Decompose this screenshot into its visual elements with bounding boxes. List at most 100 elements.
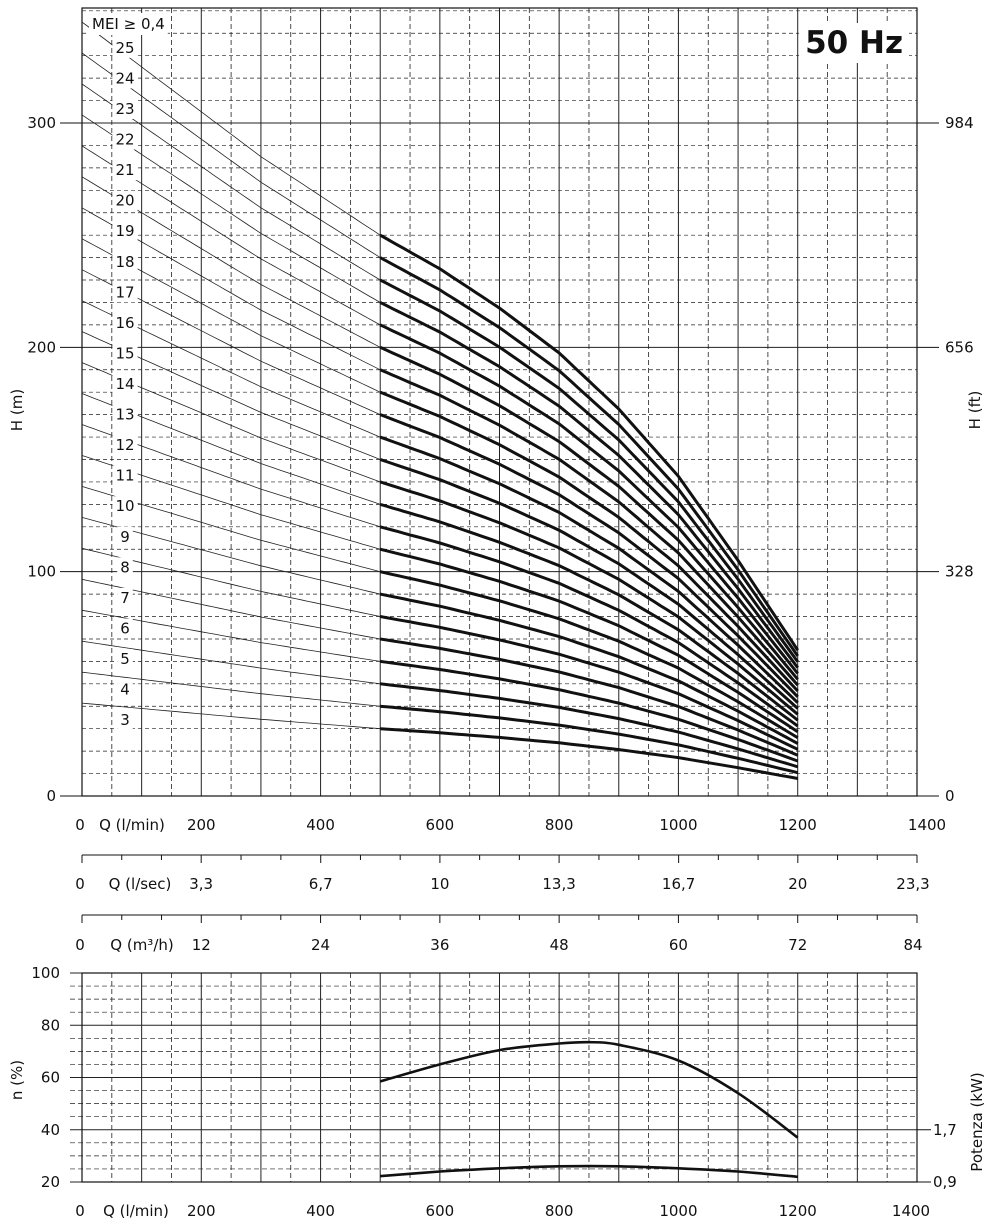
y-tick-label: 0 <box>46 787 56 805</box>
lower-y-tick-label: 60 <box>41 1069 60 1087</box>
x-tick-label: 600 <box>426 816 455 834</box>
head-curve-3 <box>380 727 798 780</box>
q-lsec-axis-tick-label: 3,3 <box>189 875 213 893</box>
head-curve-16 <box>379 435 799 704</box>
stage-label-bg <box>117 679 133 700</box>
head-curve-thin-3 <box>81 702 381 730</box>
lower-y-axis-label: n (%) <box>8 1060 26 1100</box>
stage-label: 10 <box>115 497 134 515</box>
stage-label-bg <box>112 312 138 333</box>
stage-label-bg <box>112 129 138 150</box>
stage-label: 4 <box>120 681 130 699</box>
head-curve-25 <box>379 233 799 652</box>
lower-x-tick-label: 0 <box>75 1202 85 1220</box>
y-right-tick-label: 328 <box>945 563 974 581</box>
head-curve-thin-24 <box>81 52 381 258</box>
stage-label-bg <box>112 221 138 242</box>
stage-label-bg <box>112 160 138 181</box>
y-tick-label: 300 <box>27 114 56 132</box>
stage-label: 20 <box>115 192 134 210</box>
head-curve-9 <box>379 592 799 745</box>
y-right-tick-label: 984 <box>945 114 974 132</box>
stage-label-bg <box>117 587 133 608</box>
q-m3h-axis-tick-label: 24 <box>311 936 330 954</box>
stage-label-bg <box>117 649 133 670</box>
stage-label: 25 <box>115 39 134 57</box>
mei-annotation-bg <box>89 13 168 35</box>
q-m3h-axis-tick-label: 12 <box>192 936 211 954</box>
stage-label: 7 <box>120 589 130 607</box>
q-m3h-axis-tick-label: 84 <box>903 936 922 954</box>
head-curve-15 <box>379 458 799 710</box>
efficiency-curve <box>379 1040 799 1139</box>
head-curve-23 <box>379 278 799 663</box>
stage-label-bg <box>112 190 138 211</box>
head-curve-thin-4 <box>81 671 381 707</box>
lower-y-tick-label: 100 <box>31 964 60 982</box>
stage-label: 9 <box>120 528 130 546</box>
stage-label-bg <box>112 37 138 58</box>
y-tick-label: 100 <box>27 563 56 581</box>
stage-label-bg <box>112 282 138 303</box>
stage-label-bg <box>112 435 138 456</box>
lower-x-tick-label: 1200 <box>779 1202 817 1220</box>
head-curve-4 <box>380 704 799 775</box>
stage-label: 12 <box>115 436 134 454</box>
stage-label-bg <box>112 343 138 364</box>
q-lsec-axis-tick-label: 13,3 <box>542 875 575 893</box>
q-lsec-axis-label: Q (l/sec) <box>109 875 172 893</box>
stage-label: 8 <box>120 558 130 576</box>
x-tick-label: 1000 <box>659 816 697 834</box>
head-curve-21 <box>379 323 799 675</box>
efficiency-power-chart <box>70 972 918 1183</box>
stage-label: 11 <box>115 467 134 485</box>
lower-y-tick-label: 20 <box>41 1173 60 1191</box>
lower-x-tick-label: 400 <box>306 1202 335 1220</box>
q-lsec-axis-tick-label: 20 <box>788 875 807 893</box>
y-axis-label: H (m) <box>8 389 26 431</box>
plot-frame <box>81 7 918 797</box>
head-curve-20 <box>379 345 799 681</box>
head-curve-12 <box>379 525 799 728</box>
x-tick-label: 1400 <box>908 816 946 834</box>
stage-label: 21 <box>115 161 134 179</box>
stage-label: 24 <box>115 69 134 87</box>
q-m3h-axis-label: Q (m³/h) <box>110 936 173 954</box>
lower-x-tick-label: 600 <box>426 1202 455 1220</box>
stage-label: 18 <box>115 253 134 271</box>
lower-y-tick-label: 40 <box>41 1121 60 1139</box>
head-curve-thin-25 <box>81 21 381 236</box>
stage-label: 16 <box>115 314 134 332</box>
stage-label: 17 <box>115 283 134 301</box>
q-lsec-axis-tick-label: 0 <box>75 875 85 893</box>
head-curve-14 <box>379 480 799 716</box>
lower-y-right-tick-label: 1,7 <box>933 1121 957 1139</box>
head-curve-19 <box>379 368 799 687</box>
power-curve <box>380 1164 798 1179</box>
stage-label-bg <box>112 404 138 425</box>
q-lsec-axis-tick-label: 6,7 <box>309 875 333 893</box>
lower-x-tick-label: 200 <box>187 1202 216 1220</box>
head-curve-10 <box>379 570 799 739</box>
x-tick-label: 0 <box>75 816 85 834</box>
stage-label-bg <box>112 98 138 119</box>
stage-label-bg <box>117 618 133 639</box>
lower-x-tick-label: 800 <box>545 1202 574 1220</box>
x-tick-label: 800 <box>545 816 574 834</box>
stage-label: 13 <box>115 406 134 424</box>
head-curve-18 <box>379 390 799 693</box>
lower-y-right-tick-label: 0,9 <box>933 1173 957 1191</box>
stage-label: 5 <box>120 650 130 668</box>
y-right-tick-label: 656 <box>945 338 974 356</box>
stage-label: 3 <box>120 711 130 729</box>
stage-label: 6 <box>120 619 130 637</box>
q-m3h-axis-tick-label: 0 <box>75 936 85 954</box>
lower-plot-frame <box>81 972 918 1183</box>
lower-x-tick-label: 1000 <box>659 1202 697 1220</box>
q-m3h-axis-tick-label: 36 <box>430 936 449 954</box>
q-m3h-axis-tick-label: 72 <box>788 936 807 954</box>
stage-label: 23 <box>115 100 134 118</box>
chart-title-bg <box>799 23 909 63</box>
